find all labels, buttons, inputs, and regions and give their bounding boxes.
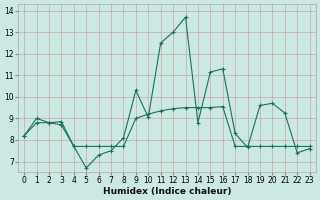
X-axis label: Humidex (Indice chaleur): Humidex (Indice chaleur) [103,187,231,196]
